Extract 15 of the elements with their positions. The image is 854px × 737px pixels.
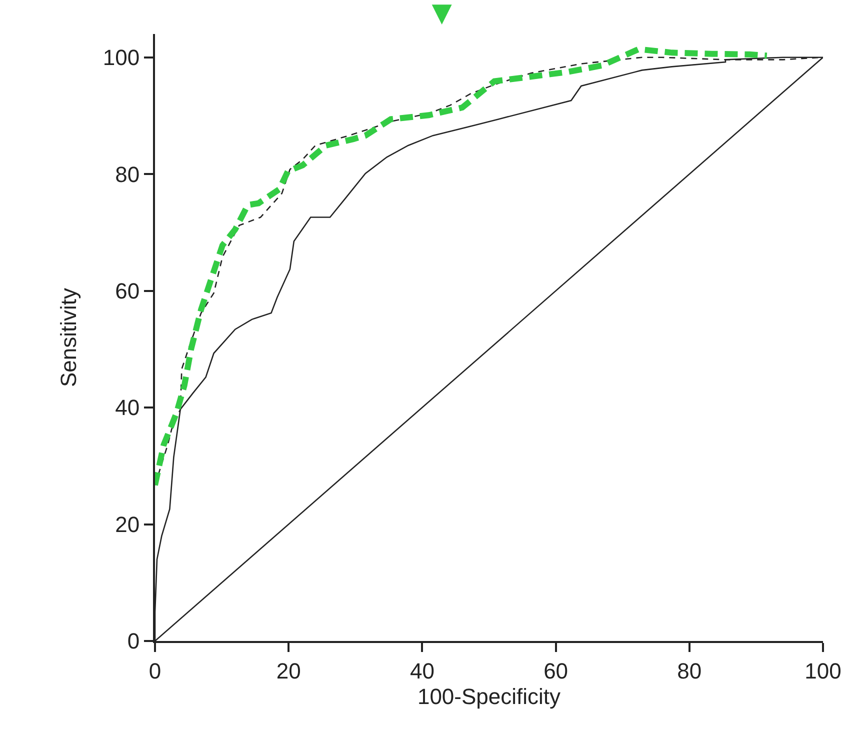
- x-tick-label: 0: [148, 658, 162, 684]
- y-tick-label: 20: [115, 512, 140, 537]
- x-tick-label: 60: [544, 658, 568, 684]
- y-tick-label: 60: [115, 278, 140, 304]
- x-axis-title: 100-Specificity: [417, 684, 561, 709]
- y-tick-label: 100: [102, 45, 140, 70]
- x-tick-label: 100: [804, 658, 842, 684]
- y-tick-label: 40: [115, 395, 140, 420]
- x-tick-label: 20: [276, 658, 301, 684]
- x-tick-label: 80: [677, 658, 702, 684]
- text: ▼: [425, 0, 459, 32]
- x-tick-label: 40: [410, 658, 434, 684]
- y-axis-title: Sensitivity: [56, 288, 82, 388]
- y-tick-label: 80: [115, 162, 140, 187]
- y-tick-label: 0: [127, 628, 140, 654]
